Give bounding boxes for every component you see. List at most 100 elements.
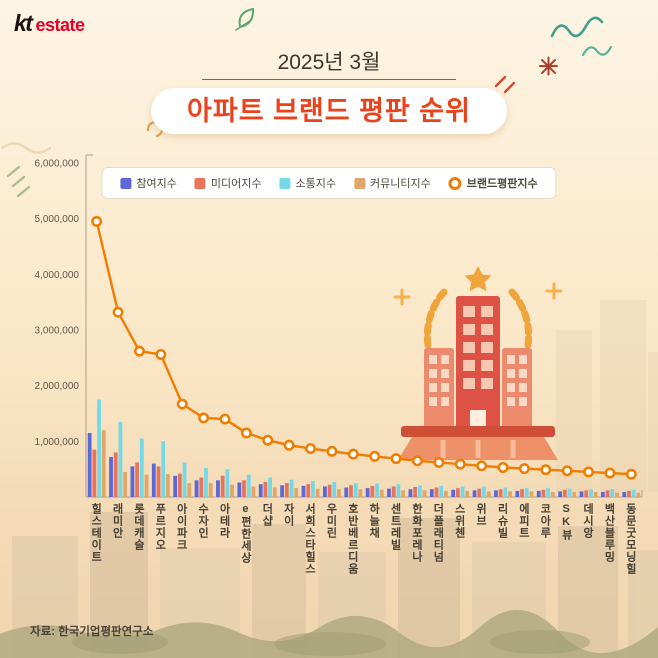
x-axis-label: 더플래티넘 bbox=[431, 503, 444, 563]
bar-참여지수 bbox=[173, 476, 177, 497]
bar-커뮤니티지수 bbox=[594, 492, 598, 497]
bar-커뮤니티지수 bbox=[551, 492, 555, 497]
bar-참여지수 bbox=[237, 483, 241, 497]
line-marker bbox=[584, 468, 592, 476]
bar-커뮤니티지수 bbox=[294, 488, 298, 497]
bar-소통지수 bbox=[268, 478, 272, 497]
faint-buildings bbox=[556, 300, 658, 492]
bar-미디어지수 bbox=[92, 450, 96, 497]
x-axis-label: 에피트 bbox=[516, 503, 529, 539]
x-axis-label: 우미린 bbox=[324, 503, 337, 539]
line-marker bbox=[92, 217, 100, 225]
line-marker bbox=[413, 457, 421, 465]
x-axis-labels: 힐스테이트래미안롯데캐슬푸르지오아이파크수자인아테라e편한세상더샵자이서희스타힐… bbox=[0, 503, 658, 625]
line-marker bbox=[349, 450, 357, 458]
bar-참여지수 bbox=[216, 480, 220, 497]
bar-소통지수 bbox=[354, 483, 358, 497]
bar-참여지수 bbox=[558, 491, 562, 497]
line-marker bbox=[563, 467, 571, 475]
x-axis-label: e편한세상 bbox=[238, 503, 251, 564]
legend-label: 미디어지수 bbox=[211, 175, 262, 191]
bar-미디어지수 bbox=[370, 486, 374, 497]
bar-미디어지수 bbox=[456, 488, 460, 497]
bar-커뮤니티지수 bbox=[145, 475, 149, 497]
y-tick-label: 4,000,000 bbox=[35, 270, 80, 281]
line-marker bbox=[114, 308, 122, 316]
bar-참여지수 bbox=[280, 485, 284, 497]
page-title: 아파트 브랜드 평판 순위 bbox=[151, 88, 507, 134]
line-marker bbox=[392, 454, 400, 462]
bar-커뮤니티지수 bbox=[636, 493, 640, 497]
line-marker bbox=[199, 414, 207, 422]
bar-참여지수 bbox=[195, 480, 199, 497]
x-axis-label: 리슈빌 bbox=[495, 503, 508, 539]
legend-swatch-icon bbox=[120, 178, 131, 189]
bar-참여지수 bbox=[344, 488, 348, 497]
x-axis-label: 자이 bbox=[281, 503, 294, 527]
legend-item: 소통지수 bbox=[280, 175, 336, 191]
legend-line-marker-icon bbox=[449, 177, 462, 190]
bar-참여지수 bbox=[473, 490, 477, 497]
bar-참여지수 bbox=[302, 486, 306, 497]
bar-커뮤니티지수 bbox=[508, 491, 512, 497]
bar-미디어지수 bbox=[627, 491, 631, 497]
line-marker bbox=[242, 429, 250, 437]
x-axis-label: 아테라 bbox=[217, 503, 230, 539]
bar-소통지수 bbox=[140, 439, 144, 497]
x-axis-label: 호반베르디움 bbox=[345, 503, 358, 575]
star-icon bbox=[465, 266, 492, 291]
bar-미디어지수 bbox=[221, 476, 225, 497]
bar-소통지수 bbox=[418, 485, 422, 497]
line-marker bbox=[456, 460, 464, 468]
bar-미디어지수 bbox=[563, 490, 567, 497]
bar-참여지수 bbox=[537, 491, 541, 497]
legend-swatch-icon bbox=[195, 178, 206, 189]
bar-소통지수 bbox=[119, 422, 123, 497]
period-title: 2025년 3월 bbox=[0, 46, 658, 76]
x-axis-label: 더샵 bbox=[260, 503, 273, 527]
bar-소통지수 bbox=[525, 488, 529, 497]
bar-소통지수 bbox=[610, 489, 614, 497]
bar-미디어지수 bbox=[264, 482, 268, 497]
bar-커뮤니티지수 bbox=[209, 483, 213, 497]
bar-소통지수 bbox=[482, 486, 486, 497]
brand-index-line bbox=[97, 221, 632, 474]
line-marker bbox=[178, 400, 186, 408]
bar-참여지수 bbox=[323, 486, 327, 497]
bar-커뮤니티지수 bbox=[316, 489, 320, 497]
bar-미디어지수 bbox=[328, 485, 332, 497]
bar-미디어지수 bbox=[178, 474, 182, 497]
bar-커뮤니티지수 bbox=[615, 493, 619, 497]
bar-커뮤니티지수 bbox=[572, 492, 576, 497]
bar-미디어지수 bbox=[542, 490, 546, 497]
line-marker bbox=[328, 447, 336, 455]
laurel-wreath-icon bbox=[395, 266, 561, 368]
bar-참여지수 bbox=[430, 489, 434, 497]
bar-커뮤니티지수 bbox=[487, 491, 491, 497]
y-tick-label: 6,000,000 bbox=[35, 159, 80, 170]
bar-소통지수 bbox=[311, 481, 315, 497]
leaf-stem-icon bbox=[236, 21, 250, 30]
bar-참여지수 bbox=[387, 489, 391, 497]
y-tick-label: 2,000,000 bbox=[35, 381, 80, 392]
infographic-page: { "header": { "logo_kt": "kt", "logo_est… bbox=[0, 0, 658, 658]
x-axis-label: 백산블루밍 bbox=[602, 503, 615, 563]
bar-커뮤니티지수 bbox=[380, 490, 384, 497]
bar-소통지수 bbox=[332, 482, 336, 497]
podium-base-icon bbox=[398, 426, 558, 460]
x-axis-label: 힐스테이트 bbox=[89, 503, 102, 563]
bar-미디어지수 bbox=[199, 478, 203, 497]
bar-참여지수 bbox=[109, 457, 113, 497]
line-marker bbox=[135, 347, 143, 355]
x-axis-label: 한화포레나 bbox=[409, 503, 422, 563]
legend-item: 참여지수 bbox=[120, 175, 176, 191]
line-marker bbox=[520, 464, 528, 472]
bar-커뮤니티지수 bbox=[401, 490, 405, 497]
x-axis-label: 서희스타힐스 bbox=[303, 503, 316, 575]
legend-item: 미디어지수 bbox=[195, 175, 262, 191]
line-marker bbox=[542, 466, 550, 474]
sparkle-icon bbox=[547, 284, 561, 298]
x-axis-label: 푸르지오 bbox=[153, 503, 166, 551]
line-marker bbox=[477, 462, 485, 470]
bar-커뮤니티지수 bbox=[187, 483, 191, 497]
